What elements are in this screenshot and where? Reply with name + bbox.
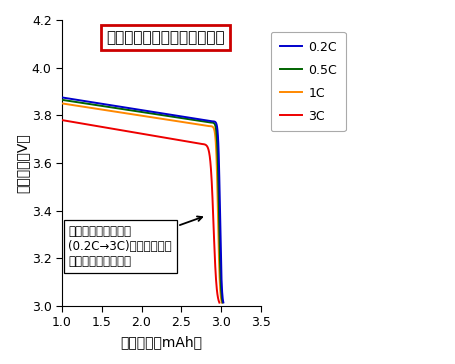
0.2C [157, 111, 163, 115]
0.2C [153, 110, 158, 115]
Text: 試作セルによる放電特性試験: 試作セルによる放電特性試験 [106, 30, 225, 45]
0.5C [69, 99, 75, 103]
0.5C [220, 300, 225, 305]
1C [59, 101, 65, 106]
1C [152, 116, 157, 120]
1C [156, 116, 162, 120]
3C [217, 300, 222, 305]
Line: 1C: 1C [62, 103, 222, 302]
0.2C [198, 118, 204, 122]
1C [181, 120, 186, 124]
0.2C [162, 112, 167, 116]
3C [151, 134, 156, 138]
Y-axis label: セル電圧［V］: セル電圧［V］ [15, 133, 29, 193]
0.5C [157, 112, 162, 117]
0.5C [152, 112, 158, 116]
0.5C [181, 116, 187, 121]
X-axis label: セル容量［mAh］: セル容量［mAh］ [121, 335, 202, 349]
0.2C [182, 115, 187, 119]
3C [160, 135, 165, 139]
3C [59, 118, 65, 122]
Text: 電流値が大きくなる
(0.2C→3C)と放電容量が
低下する傾向を確認: 電流値が大きくなる (0.2C→3C)と放電容量が 低下する傾向を確認 [68, 217, 202, 268]
3C [195, 141, 200, 146]
0.5C [59, 98, 65, 102]
3C [179, 138, 184, 143]
0.5C [197, 119, 203, 123]
3C [155, 134, 160, 139]
1C [161, 117, 167, 121]
0.5C [162, 113, 167, 118]
Line: 0.5C: 0.5C [62, 100, 222, 302]
3C [69, 120, 75, 124]
0.2C [59, 95, 65, 100]
0.2C [69, 97, 75, 101]
0.2C [221, 300, 226, 305]
Legend: 0.2C, 0.5C, 1C, 3C: 0.2C, 0.5C, 1C, 3C [271, 32, 346, 131]
1C [197, 123, 202, 127]
Line: 0.2C: 0.2C [62, 98, 223, 302]
1C [219, 300, 224, 305]
Line: 3C: 3C [62, 120, 219, 302]
1C [69, 103, 75, 107]
